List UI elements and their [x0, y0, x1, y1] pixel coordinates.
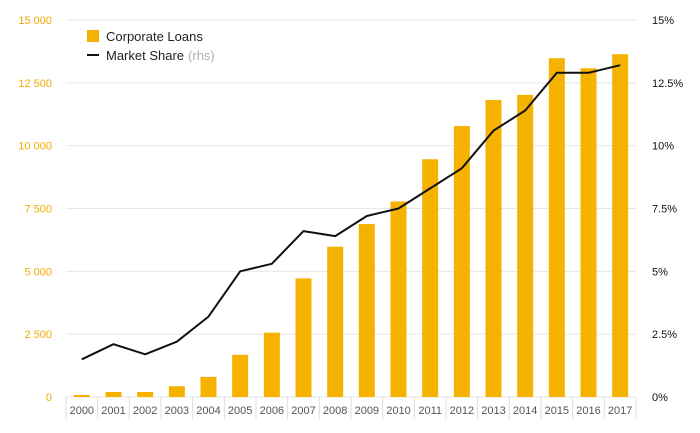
- x-tick-label: 2000: [70, 405, 94, 417]
- legend: Corporate Loans Market Share (rhs): [87, 29, 215, 63]
- market-share-line: [81, 64, 621, 361]
- bar: [200, 376, 217, 397]
- bar: [295, 278, 312, 397]
- x-tick-label: 2010: [386, 405, 410, 417]
- bar: [105, 391, 122, 397]
- right-axis: 0% 2.5% 5% 7.5% 10% 12.5% 15%: [652, 15, 683, 404]
- legend-label-market-share-name: Market Share: [106, 48, 184, 63]
- left-tick-label: 7 500: [24, 204, 52, 216]
- x-tick-label: 2008: [323, 405, 347, 417]
- x-axis: 2000 2001 2002 2003 2004 2005 2006 2007 2008 2009…: [65, 397, 637, 419]
- bar: [232, 354, 249, 397]
- bar: [517, 94, 534, 397]
- bar: [422, 159, 439, 397]
- x-tick-label: 2003: [165, 405, 189, 417]
- bar: [548, 58, 565, 397]
- bar: [358, 224, 375, 397]
- bar: [73, 394, 90, 397]
- legend-label-market-share: Market Share (rhs): [106, 48, 215, 63]
- x-tick-label: 2005: [228, 405, 252, 417]
- right-tick-label: 2.5%: [652, 329, 677, 341]
- x-tick-label: 2013: [481, 405, 505, 417]
- left-axis: 0 2 500 5 000 7 500 10 000 12 500 15 000: [18, 15, 52, 404]
- left-tick-label: 2 500: [24, 329, 52, 341]
- bar: [485, 99, 502, 397]
- x-tick-label: 2016: [576, 405, 600, 417]
- x-tick-label: 2006: [260, 405, 284, 417]
- right-tick-label: 10%: [652, 141, 674, 153]
- bar: [263, 332, 280, 397]
- gridlines: [66, 19, 636, 398]
- bar-series: [73, 54, 629, 398]
- x-tick-label: 2007: [291, 405, 315, 417]
- left-tick-label: 12 500: [18, 78, 52, 90]
- right-tick-label: 15%: [652, 15, 674, 27]
- bar: [168, 386, 185, 397]
- bar: [453, 126, 470, 397]
- x-tick-label: 2014: [513, 405, 537, 417]
- x-tick-label: 2015: [545, 405, 569, 417]
- bar: [137, 391, 154, 397]
- x-tick-label: 2009: [355, 405, 379, 417]
- bar: [580, 68, 597, 398]
- left-tick-label: 0: [46, 392, 52, 404]
- x-tick-label: 2002: [133, 405, 157, 417]
- bar: [390, 201, 407, 397]
- legend-label-corporate-loans: Corporate Loans: [106, 29, 203, 44]
- right-tick-label: 5%: [652, 266, 668, 278]
- x-tick-label: 2004: [196, 405, 220, 417]
- legend-label-market-share-note: (rhs): [188, 48, 215, 63]
- bar: [327, 246, 344, 397]
- x-tick-label: 2017: [608, 405, 632, 417]
- bar: [612, 54, 629, 397]
- left-tick-label: 15 000: [18, 15, 52, 27]
- right-tick-label: 12.5%: [652, 78, 683, 90]
- line-series: [81, 64, 621, 361]
- legend-swatch-corporate-loans: [87, 30, 99, 42]
- x-tick-label: 2012: [450, 405, 474, 417]
- x-tick-label: 2011: [418, 405, 442, 417]
- left-tick-label: 5 000: [24, 266, 52, 278]
- left-tick-label: 10 000: [18, 141, 52, 153]
- right-tick-label: 7.5%: [652, 204, 677, 216]
- x-tick-label: 2001: [101, 405, 125, 417]
- right-tick-label: 0%: [652, 392, 668, 404]
